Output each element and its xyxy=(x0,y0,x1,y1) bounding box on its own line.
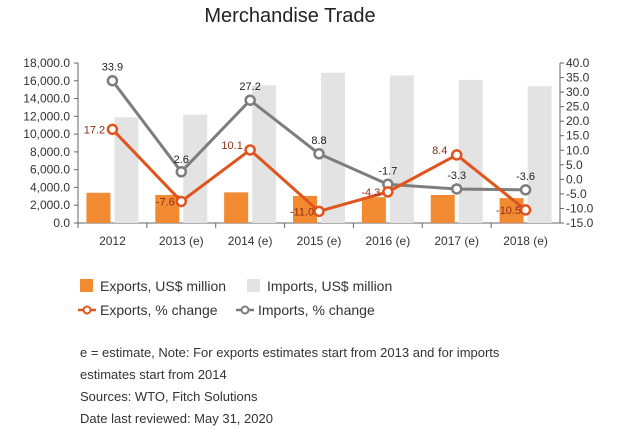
x-axis-tick-label: 2012 xyxy=(99,234,126,248)
imports-pct-data-label: -1.7 xyxy=(378,165,397,177)
imports-pct-point xyxy=(244,94,256,106)
exports-bar xyxy=(430,195,455,223)
imports-pct-data-label: -3.3 xyxy=(447,170,466,182)
exports-bar xyxy=(224,192,249,223)
imports-bar xyxy=(183,114,208,223)
x-axis-tick-label: 2013 (e) xyxy=(159,234,204,248)
imports-pct-point xyxy=(450,183,463,195)
legend-exports-swatch xyxy=(80,279,93,292)
left-axis-tick-label: 12,000.0 xyxy=(23,109,70,123)
exports-pct-data-label: 17.2 xyxy=(84,124,105,136)
left-axis-tick-label: 6,000.0 xyxy=(30,163,70,177)
imports-pct-point xyxy=(313,148,325,160)
exports-pct-point xyxy=(175,195,188,208)
exports-pct-data-label: 10.1 xyxy=(221,140,242,152)
left-axis-tick-label: 10,000.0 xyxy=(23,127,70,141)
imports-pct-data-label: 33.9 xyxy=(102,62,123,74)
bars-group xyxy=(86,72,552,224)
legend-imports-pct-label: Imports, % change xyxy=(258,302,375,318)
x-axis-tick-label: 2018 (e) xyxy=(503,234,548,248)
left-axis-tick-label: 16,000.0 xyxy=(23,74,70,88)
right-axis-tick-label: 10.0 xyxy=(566,143,590,157)
right-axis-tick-label: 20.0 xyxy=(566,114,590,128)
legend-imports-pct-marker xyxy=(240,305,250,315)
x-axis-tick-label: 2017 (e) xyxy=(434,234,479,248)
exports-bar xyxy=(361,197,386,223)
left-axis-tick-label: 2,000.0 xyxy=(30,198,70,212)
x-axis-tick-label: 2016 (e) xyxy=(366,234,411,248)
exports-pct-point xyxy=(313,205,325,218)
lines-group: 33.9 2.6 27.2 8.8 -1.7 -3.3 -3.6 17.2 -7.6 10.1 -1… xyxy=(84,62,535,219)
right-axis-tick-label: 0.0 xyxy=(566,172,583,186)
note-estimate-continued: estimates start from 2014 xyxy=(80,367,227,382)
right-axis-tick-label: 25.0 xyxy=(566,100,590,114)
imports-pct-point xyxy=(175,166,188,178)
imports-bar xyxy=(389,75,414,223)
exports-pct-point xyxy=(519,204,532,216)
imports-pct-point xyxy=(106,74,119,87)
exports-bar xyxy=(155,195,180,223)
x-axis-tick-label: 2014 (e) xyxy=(228,234,273,248)
note-date-reviewed: Date last reviewed: May 31, 2020 xyxy=(80,411,273,426)
imports-pct-data-label: 27.2 xyxy=(239,81,260,93)
x-axis-tick-label: 2015 (e) xyxy=(297,234,342,248)
chart-title: Merchandise Trade xyxy=(204,5,375,27)
legend-imports-swatch xyxy=(247,279,260,292)
exports-pct-point xyxy=(244,144,256,156)
exports-pct-point xyxy=(382,186,394,198)
chart-notes: e = estimate, Note: For exports estimate… xyxy=(80,342,600,430)
legend-exports-pct-label: Exports, % change xyxy=(100,302,218,318)
legend: Exports, US$ million Imports, US$ million… xyxy=(78,278,392,318)
exports-pct-data-label: -10.5 xyxy=(496,205,521,217)
note-estimate: e = estimate, Note: For exports estimate… xyxy=(80,345,500,360)
left-axis-tick-label: 8,000.0 xyxy=(30,145,70,159)
exports-pct-data-label: 8.4 xyxy=(432,145,447,157)
merchandise-trade-chart: Merchandise Trade 0.0 2,000.0 4,000.0 6,000… xyxy=(23,5,593,318)
legend-exports-label: Exports, US$ million xyxy=(100,278,226,294)
exports-pct-data-label: -11.0 xyxy=(290,206,314,218)
right-axis-tick-label: -15.0 xyxy=(566,216,594,230)
exports-bar xyxy=(86,192,111,223)
left-axis-tick-label: 0.0 xyxy=(53,216,70,230)
right-axis-tick-label: -10.0 xyxy=(566,201,594,215)
exports-pct-point xyxy=(450,149,463,161)
right-axis-tick-label: 15.0 xyxy=(566,129,590,143)
imports-pct-point xyxy=(519,184,532,196)
exports-pct-data-label: -4.3 xyxy=(361,187,380,199)
right-axis-tick-label: 40.0 xyxy=(566,56,590,70)
left-axis-tick-label: 18,000.0 xyxy=(23,56,70,70)
imports-bar xyxy=(321,72,345,224)
right-axis-tick-label: 35.0 xyxy=(566,71,590,85)
imports-pct-data-label: -3.6 xyxy=(516,171,535,183)
exports-pct-data-label: -7.6 xyxy=(156,196,175,208)
legend-exports-pct-marker xyxy=(82,305,92,315)
left-axis-tick-label: 4,000.0 xyxy=(30,180,70,194)
left-axis-tick-label: 14,000.0 xyxy=(23,92,70,106)
right-axis-tick-label: 30.0 xyxy=(566,85,590,99)
imports-bar xyxy=(527,86,552,223)
imports-pct-data-label: 2.6 xyxy=(174,154,189,166)
exports-pct-point xyxy=(106,123,119,136)
imports-bar xyxy=(458,79,483,223)
axes: 0.0 2,000.0 4,000.0 6,000.0 8,000.0 10,000.0 1… xyxy=(23,56,593,248)
legend-imports-label: Imports, US$ million xyxy=(267,278,392,294)
imports-pct-data-label: 8.8 xyxy=(311,135,326,147)
right-axis-tick-label: 5.0 xyxy=(566,158,583,172)
note-sources: Sources: WTO, Fitch Solutions xyxy=(80,389,258,404)
right-axis-tick-label: -5.0 xyxy=(566,187,587,201)
